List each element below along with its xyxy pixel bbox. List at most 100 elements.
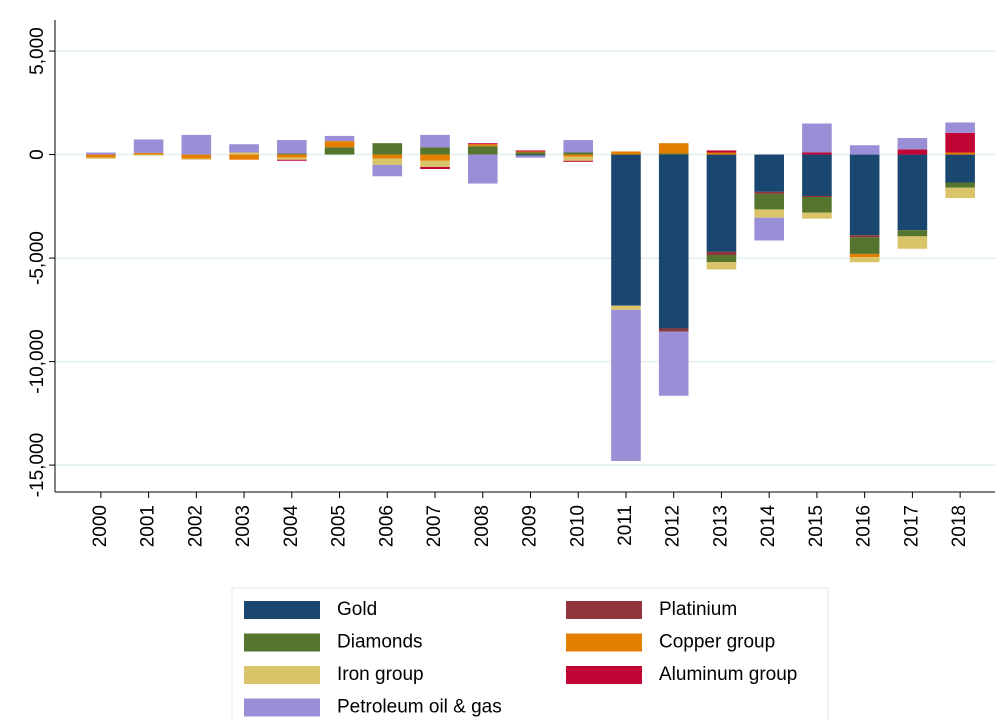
bar-segment <box>754 154 784 192</box>
bar-segment <box>658 153 689 155</box>
bar-segment <box>324 135 355 142</box>
bar-segment <box>515 152 546 155</box>
bar-segment <box>849 237 880 254</box>
bar-segment <box>277 159 307 161</box>
bar-segment <box>897 236 928 249</box>
bar-segment <box>563 140 594 153</box>
bar-segment <box>467 146 498 155</box>
y-tick-label: 0 <box>27 149 48 160</box>
bar-segment <box>802 152 832 155</box>
bar-segment <box>515 151 546 153</box>
bar-segment <box>372 143 403 155</box>
bar-segment <box>86 157 116 159</box>
bar-segment <box>706 152 737 155</box>
x-tick-label: 2013 <box>710 505 731 547</box>
x-tick-label: 2010 <box>567 505 588 547</box>
x-tick-label: 2004 <box>281 505 302 548</box>
bar-segment <box>277 140 307 154</box>
bar-segment <box>945 182 975 188</box>
legend-label: Diamonds <box>337 632 423 653</box>
legend-swatch <box>244 601 320 619</box>
x-tick-label: 2012 <box>663 505 684 547</box>
bar-segment <box>658 328 689 332</box>
x-tick-label: 2014 <box>758 505 779 548</box>
bar-segment <box>324 147 355 155</box>
x-tick-label: 2005 <box>329 505 350 547</box>
bar-segment <box>181 154 212 159</box>
bar-segment <box>658 154 689 329</box>
legend-swatch <box>566 633 642 652</box>
bar-segment <box>611 305 641 310</box>
x-tick-label: 2011 <box>615 505 636 546</box>
bar-segment <box>515 150 546 152</box>
legend-swatch <box>244 633 320 652</box>
bar-segment <box>133 154 164 156</box>
bar-segment <box>754 193 784 210</box>
legend-label: Gold <box>337 599 377 620</box>
legend-label: Petroleum oil & gas <box>337 697 502 718</box>
x-tick-label: 2008 <box>472 505 493 547</box>
bar-segment <box>372 158 403 165</box>
bar-segment <box>515 154 546 156</box>
bar-segment <box>420 147 450 155</box>
bar-segment <box>563 152 594 155</box>
bar-segment <box>563 154 594 157</box>
bar-segment <box>563 160 594 162</box>
bar-segment <box>706 262 737 270</box>
bar-segment <box>945 152 975 155</box>
x-tick-label: 2009 <box>520 505 541 547</box>
x-tick-label: 2000 <box>90 505 111 547</box>
bar-segment <box>467 143 498 145</box>
y-tick-label: -10,000 <box>27 329 48 393</box>
bar-segment <box>229 152 259 155</box>
bar-segment <box>420 160 450 167</box>
x-tick-label: 2006 <box>376 505 397 547</box>
bar-segment <box>945 122 975 133</box>
y-tick-label: 5,000 <box>27 27 48 75</box>
bar-segment <box>420 134 450 148</box>
legend-swatch <box>566 601 642 619</box>
bar-segment <box>181 158 212 160</box>
y-tick-label: -5,000 <box>27 231 48 285</box>
bar-segment <box>324 141 355 148</box>
bar-segment <box>802 212 832 219</box>
bar-segment <box>945 154 975 183</box>
x-tick-label: 2001 <box>138 505 159 547</box>
bar-segment <box>945 132 975 153</box>
bar-segment <box>802 197 832 213</box>
bar-segment <box>849 235 880 238</box>
bar-segment <box>611 309 641 461</box>
bar-segment <box>133 152 164 155</box>
bar-segment <box>467 144 498 147</box>
bar-segment <box>897 149 928 155</box>
bar-segment <box>277 157 307 160</box>
legend-label: Copper group <box>659 632 775 653</box>
bar-segment <box>802 154 832 196</box>
bar-segment <box>706 254 737 263</box>
bar-segment <box>277 153 307 155</box>
bar-segment <box>372 154 403 159</box>
x-tick-label: 2018 <box>949 505 970 547</box>
x-tick-label: 2007 <box>424 505 445 547</box>
bar-segment <box>849 253 880 258</box>
bar-segment <box>611 151 641 155</box>
bar-segment <box>372 164 403 177</box>
bar-segment <box>277 154 307 158</box>
bar-segment <box>229 144 259 153</box>
bar-segment <box>754 209 784 218</box>
bar-segment <box>181 134 212 155</box>
bar-segment <box>754 217 784 241</box>
bar-segment <box>133 139 164 153</box>
bar-segment <box>706 154 737 252</box>
bar-segment <box>420 154 450 161</box>
bar-segment <box>86 154 116 158</box>
bar-segment <box>229 154 259 160</box>
bar-segment <box>754 191 784 194</box>
bar-segment <box>420 166 450 170</box>
bar-segment <box>706 150 737 153</box>
bar-segment <box>897 230 928 237</box>
legend-swatch <box>244 666 320 684</box>
x-tick-label: 2003 <box>233 505 254 547</box>
